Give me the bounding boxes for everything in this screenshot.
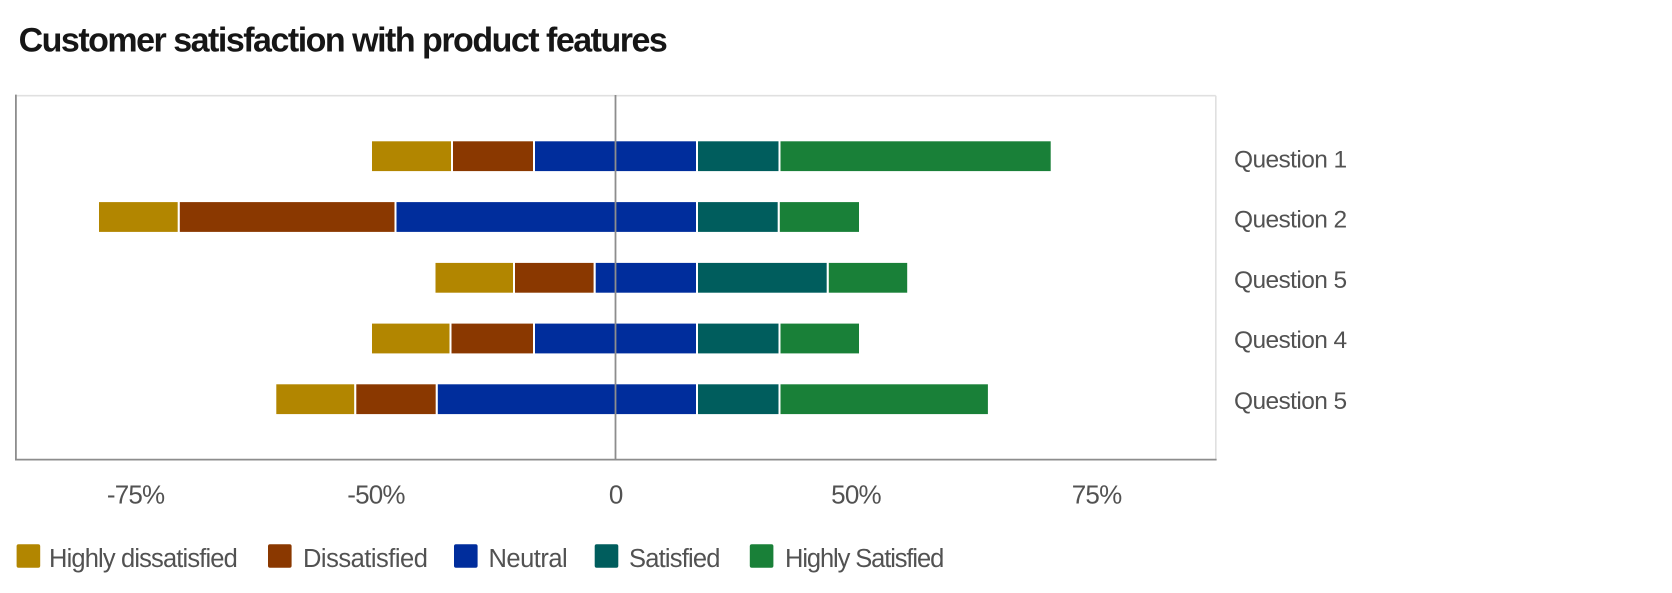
svg-text:Customer satisfaction with pro: Customer satisfaction with product featu…: [19, 21, 667, 59]
svg-text:-75%: -75%: [107, 480, 165, 510]
svg-text:Highly Satisfied: Highly Satisfied: [785, 545, 943, 573]
svg-text:-50%: -50%: [347, 480, 405, 510]
svg-text:Highly dissatisfied: Highly dissatisfied: [49, 545, 237, 573]
svg-text:Satisfied: Satisfied: [629, 545, 720, 573]
svg-text:Question 2: Question 2: [1234, 206, 1347, 233]
svg-text:Question 5: Question 5: [1234, 388, 1347, 415]
svg-text:Dissatisfied: Dissatisfied: [303, 545, 427, 573]
svg-text:Question 5: Question 5: [1234, 267, 1347, 294]
svg-text:Neutral: Neutral: [489, 545, 568, 573]
svg-text:50%: 50%: [831, 480, 881, 510]
svg-text:Question 1: Question 1: [1234, 147, 1347, 174]
svg-text:75%: 75%: [1072, 480, 1122, 510]
svg-text:Question 4: Question 4: [1234, 327, 1347, 354]
svg-text:0: 0: [609, 480, 623, 510]
